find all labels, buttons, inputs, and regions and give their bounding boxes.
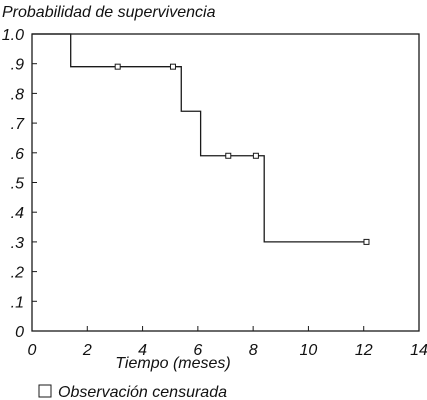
y-tick-label: 0 xyxy=(15,324,24,341)
plot-frame xyxy=(31,33,420,332)
series-group xyxy=(32,33,370,245)
y-tick-label: .4 xyxy=(11,205,24,222)
x-tick-label: 0 xyxy=(28,342,37,359)
censored-marker xyxy=(114,63,121,70)
y-tick-label: .3 xyxy=(11,235,24,252)
y-tick-label: 1.0 xyxy=(2,27,24,44)
x-tick-label: 8 xyxy=(249,342,258,359)
x-tick-label: 6 xyxy=(193,342,202,359)
legend-label: Observación censurada xyxy=(58,384,227,400)
y-tick-label: .1 xyxy=(11,294,24,311)
x-tick-label: 14 xyxy=(410,342,427,359)
y-axis: 0 .1 .2 .3 .4 .5 .6 .7 .8 .9 1.0 xyxy=(2,27,37,341)
x-tick-label: 10 xyxy=(300,342,318,359)
y-tick-label: .8 xyxy=(11,86,24,103)
x-tick-label: 12 xyxy=(355,342,373,359)
legend-censored-marker xyxy=(38,384,52,398)
x-tick-label: 2 xyxy=(82,342,92,359)
y-tick-label: .9 xyxy=(11,57,24,74)
x-axis: 0 2 4 6 8 10 12 14 xyxy=(28,326,427,359)
legend: Observación censurada xyxy=(38,384,227,400)
survival-step-line xyxy=(32,33,367,243)
y-tick-label: .6 xyxy=(11,146,24,163)
censored-marker xyxy=(169,63,176,70)
censored-marker xyxy=(225,152,232,159)
x-axis-label: Tiempo (meses) xyxy=(115,355,230,372)
censored-marker xyxy=(252,152,259,159)
y-tick-label: .2 xyxy=(11,265,24,282)
y-axis-label: Probabilidad de supervivencia xyxy=(2,4,216,21)
y-tick-label: .5 xyxy=(11,176,24,193)
censored-marker xyxy=(363,238,370,245)
x-tick-label: 4 xyxy=(138,342,147,359)
y-tick-label: .7 xyxy=(11,116,25,133)
plot-border xyxy=(31,33,420,332)
